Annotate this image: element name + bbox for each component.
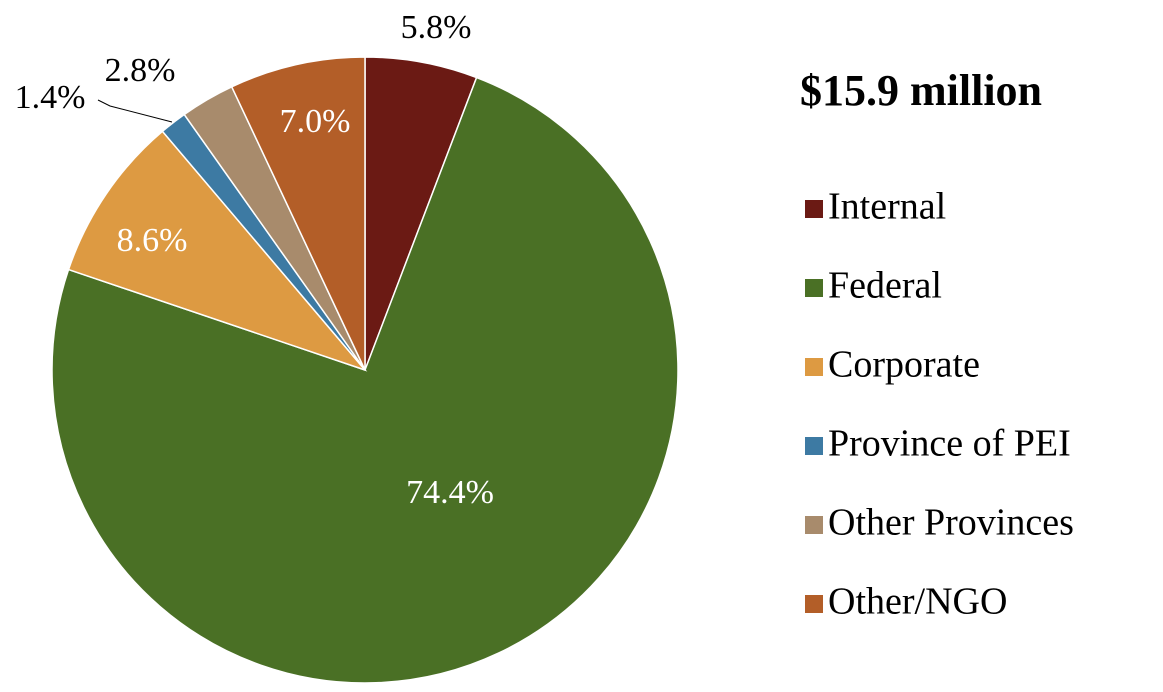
legend-label: Other Provinces xyxy=(828,502,1074,544)
legend-label: Other/NGO xyxy=(828,581,1007,623)
leader-line xyxy=(97,99,173,123)
pie-slice xyxy=(67,130,368,372)
legend-label: Province of PEI xyxy=(828,423,1071,465)
chart-title: $15.9 million xyxy=(800,66,1042,115)
legend-swatch xyxy=(805,595,823,613)
data-label: 1.4% xyxy=(15,79,86,116)
data-label: 74.4% xyxy=(406,474,494,511)
data-label: 2.8% xyxy=(105,52,176,89)
legend-label: Federal xyxy=(828,265,942,307)
legend-swatch xyxy=(805,200,823,218)
legend-label: Internal xyxy=(828,186,946,228)
pie-slice xyxy=(51,76,679,684)
legend-label: Corporate xyxy=(828,344,980,386)
legend-swatch xyxy=(805,358,823,376)
data-label: 8.6% xyxy=(117,222,188,259)
data-label: 7.0% xyxy=(280,103,351,140)
legend-swatch xyxy=(805,516,823,534)
legend-swatch xyxy=(805,279,823,297)
pie-slice xyxy=(230,56,366,371)
legend-swatch xyxy=(805,437,823,455)
data-label: 5.8% xyxy=(401,9,472,46)
